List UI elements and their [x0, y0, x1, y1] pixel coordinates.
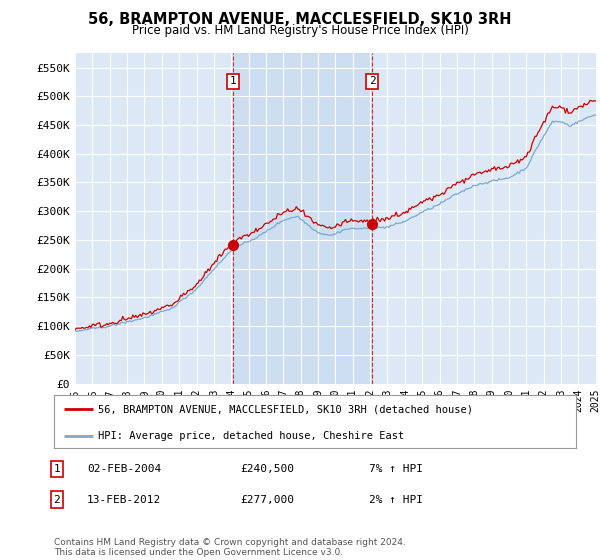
- Text: 2: 2: [369, 76, 376, 86]
- Bar: [233, 53, 372, 384]
- Text: 1: 1: [53, 464, 61, 474]
- Text: HPI: Average price, detached house, Cheshire East: HPI: Average price, detached house, Ches…: [98, 431, 404, 441]
- Text: 56, BRAMPTON AVENUE, MACCLESFIELD, SK10 3RH (detached house): 56, BRAMPTON AVENUE, MACCLESFIELD, SK10 …: [98, 404, 473, 414]
- Text: £277,000: £277,000: [240, 494, 294, 505]
- Text: £240,500: £240,500: [240, 464, 294, 474]
- Text: 13-FEB-2012: 13-FEB-2012: [87, 494, 161, 505]
- Text: 2% ↑ HPI: 2% ↑ HPI: [369, 494, 423, 505]
- Text: 56, BRAMPTON AVENUE, MACCLESFIELD, SK10 3RH: 56, BRAMPTON AVENUE, MACCLESFIELD, SK10 …: [88, 12, 512, 27]
- Text: Price paid vs. HM Land Registry's House Price Index (HPI): Price paid vs. HM Land Registry's House …: [131, 24, 469, 36]
- Text: 1: 1: [229, 76, 236, 86]
- Text: 7% ↑ HPI: 7% ↑ HPI: [369, 464, 423, 474]
- Text: Contains HM Land Registry data © Crown copyright and database right 2024.
This d: Contains HM Land Registry data © Crown c…: [54, 538, 406, 557]
- Text: 2: 2: [53, 494, 61, 505]
- Text: 02-FEB-2004: 02-FEB-2004: [87, 464, 161, 474]
